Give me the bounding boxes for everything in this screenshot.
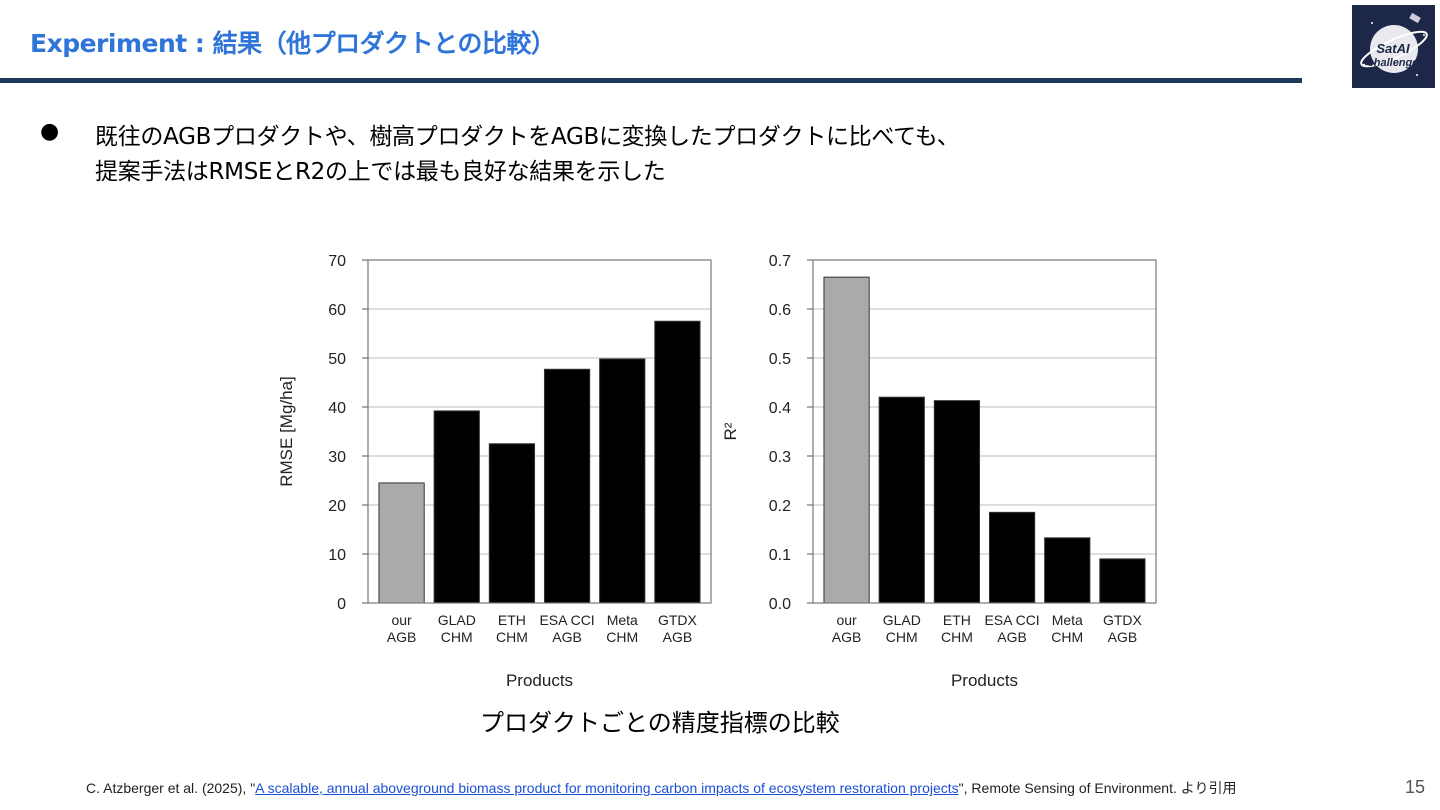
chart2-bar-1 xyxy=(878,396,925,604)
chart1-y-tick-label: 60 xyxy=(328,302,346,319)
chart2-x-tick-label: GLAD xyxy=(883,612,921,628)
chart1-bar-1 xyxy=(433,410,480,604)
chart1-y-tick-label: 40 xyxy=(328,400,346,417)
chart2-x-tick-label: CHM xyxy=(941,629,973,645)
chart2-bar-5 xyxy=(1099,558,1146,604)
chart2-y-tick-label: 0.1 xyxy=(769,547,791,564)
chart1-bar-4 xyxy=(599,358,646,604)
chart1-bar-0 xyxy=(378,482,425,604)
bullet-text-line-1: 既往のAGBプロダクトや、樹高プロダクトをAGBに変換したプロダクトに比べても、 xyxy=(95,124,960,150)
logo-text-top: SatAI xyxy=(1376,41,1410,56)
citation-link[interactable]: A scalable, annual aboveground biomass p… xyxy=(255,780,959,796)
chart1-x-tick-label: AGB xyxy=(387,629,417,645)
chart2-y-tick-label: 0.0 xyxy=(769,596,791,613)
chart2-x-tick-label: ETH xyxy=(943,612,971,628)
logo-text-bottom: challenge xyxy=(1368,57,1419,69)
chart1-x-axis-label: Products xyxy=(506,671,573,690)
chart2-x-tick-label: our xyxy=(836,612,857,628)
chart2-bar-2 xyxy=(933,400,981,604)
chart1-x-tick-label: CHM xyxy=(441,629,473,645)
chart1-x-tick-label: ETH xyxy=(498,612,526,628)
chart1-bar-3 xyxy=(543,368,591,604)
citation-prefix: C. Atzberger et al. (2025), " xyxy=(86,780,256,796)
chart2-x-tick-label: Meta xyxy=(1052,612,1083,628)
satai-challenge-logo: SatAI challenge xyxy=(1352,5,1435,88)
chart1-x-tick-label: GTDX xyxy=(658,612,698,628)
chart1-y-axis-label: RMSE [Mg/ha] xyxy=(277,376,296,487)
chart2-y-tick-label: 0.5 xyxy=(769,351,791,368)
chart1-x-tick-label: AGB xyxy=(663,629,693,645)
chart2-x-tick-label: GTDX xyxy=(1103,612,1143,628)
chart1-y-tick-label: 30 xyxy=(328,449,346,466)
slide-title: Experiment : 結果（他プロダクトとの比較） xyxy=(30,29,556,58)
bullet-text-line-2: 提案手法はRMSEとR2の上では最も良好な結果を示した xyxy=(95,159,666,185)
chart2-bar-4 xyxy=(1044,537,1091,604)
chart1-x-tick-label: CHM xyxy=(496,629,528,645)
chart2-y-tick-label: 0.6 xyxy=(769,302,791,319)
chart1-bar-5 xyxy=(654,320,701,604)
chart2-x-tick-label: ESA CCI xyxy=(984,612,1039,628)
chart1-x-tick-label: our xyxy=(391,612,412,628)
chart2-y-tick-label: 0.4 xyxy=(769,400,791,417)
citation: C. Atzberger et al. (2025), "A scalable,… xyxy=(86,778,1236,798)
chart2-x-tick-label: CHM xyxy=(1051,629,1083,645)
chart1-x-tick-label: AGB xyxy=(552,629,582,645)
chart1-frame xyxy=(367,259,712,604)
chart1-y-tick-label: 20 xyxy=(328,498,346,515)
chart2-bar-3 xyxy=(988,511,1036,604)
chart2-x-axis-label: Products xyxy=(951,671,1018,690)
chart1-x-tick-label: ESA CCI xyxy=(539,612,594,628)
chart2-bar-0 xyxy=(823,276,870,604)
figure-caption: プロダクトごとの精度指標の比較 xyxy=(480,709,840,737)
chart1-x-tick-label: Meta xyxy=(607,612,638,628)
chart1-y-tick-label: 50 xyxy=(328,351,346,368)
chart1-y-tick-label: 10 xyxy=(328,547,346,564)
chart2-x-tick-label: CHM xyxy=(886,629,918,645)
page-number: 15 xyxy=(1405,777,1426,797)
chart2-y-tick-label: 0.2 xyxy=(769,498,791,515)
chart1-y-tick-label: 0 xyxy=(337,596,346,613)
chart2-x-tick-label: AGB xyxy=(832,629,862,645)
chart1-x-tick-label: GLAD xyxy=(438,612,476,628)
chart1-y-tick-label: 70 xyxy=(328,253,346,270)
citation-suffix: ", Remote Sensing of Environment. より引用 xyxy=(958,780,1237,796)
chart2-frame xyxy=(812,259,1157,604)
title-divider xyxy=(0,78,1302,83)
chart2-y-tick-label: 0.7 xyxy=(769,253,791,270)
chart2-x-tick-label: AGB xyxy=(1108,629,1138,645)
chart2-y-tick-label: 0.3 xyxy=(769,449,791,466)
chart2-y-axis-label: R² xyxy=(721,422,740,440)
chart2-x-tick-label: AGB xyxy=(997,629,1027,645)
bullet-marker: ● xyxy=(40,119,60,144)
chart1-x-tick-label: CHM xyxy=(606,629,638,645)
chart1-bar-2 xyxy=(488,443,536,604)
